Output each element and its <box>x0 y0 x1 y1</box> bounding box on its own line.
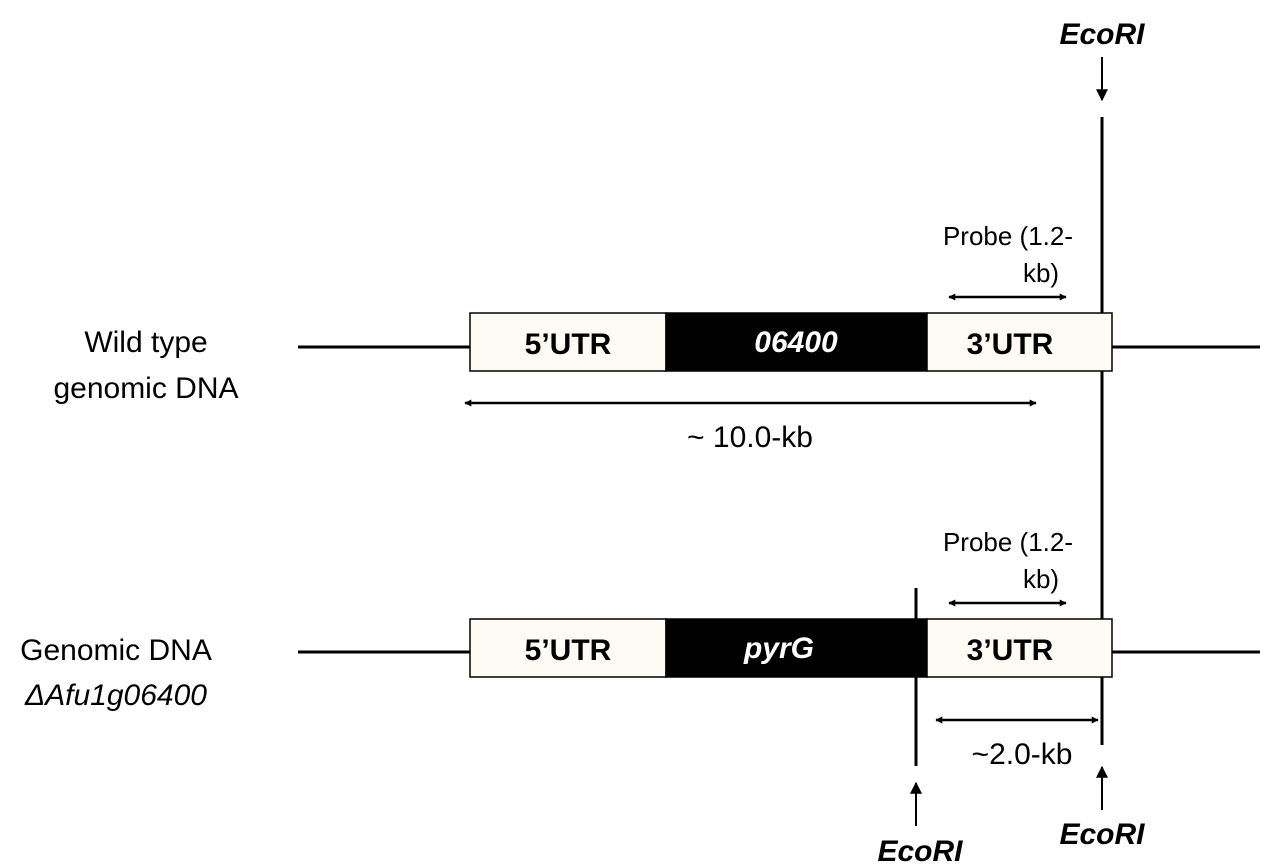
wild-type-label-line2: genomic DNA <box>53 372 238 405</box>
mutant-label-line1: Genomic DNA <box>20 634 212 667</box>
wt-probe-label-line1: Probe (1.2- <box>943 221 1073 251</box>
wild-type-label-line1: Wild type <box>84 326 207 359</box>
mut-probe-label-line1: Probe (1.2- <box>943 527 1073 557</box>
mutant-label-line2: ΔAfu1g06400 <box>24 679 207 712</box>
wt-fragment-label: ~ 10.0-kb <box>687 421 813 454</box>
mut-5utr-label: 5’UTR <box>525 634 612 667</box>
wt-3utr-label: 3’UTR <box>967 328 1054 361</box>
mut-3utr-label: 3’UTR <box>967 634 1054 667</box>
mut-probe-label-line2: kb) <box>1023 564 1059 594</box>
ecori-top-label: EcoRI <box>1059 18 1145 51</box>
wt-5utr-box <box>469 312 667 372</box>
wt-3utr-box <box>926 312 1113 372</box>
wt-probe-label-line2: kb) <box>1023 258 1059 288</box>
wt-gene-label: 06400 <box>754 326 838 359</box>
wt-5utr-label: 5’UTR <box>525 328 612 361</box>
ecori-bottom-right-label: EcoRI <box>1059 818 1145 851</box>
mut-gene-label: pyrG <box>743 632 814 665</box>
mut-fragment-label: ~2.0-kb <box>972 738 1073 771</box>
wt-gene-box <box>665 312 928 372</box>
mut-3utr-box <box>926 618 1113 678</box>
ecori-bottom-left-label: EcoRI <box>877 835 963 868</box>
